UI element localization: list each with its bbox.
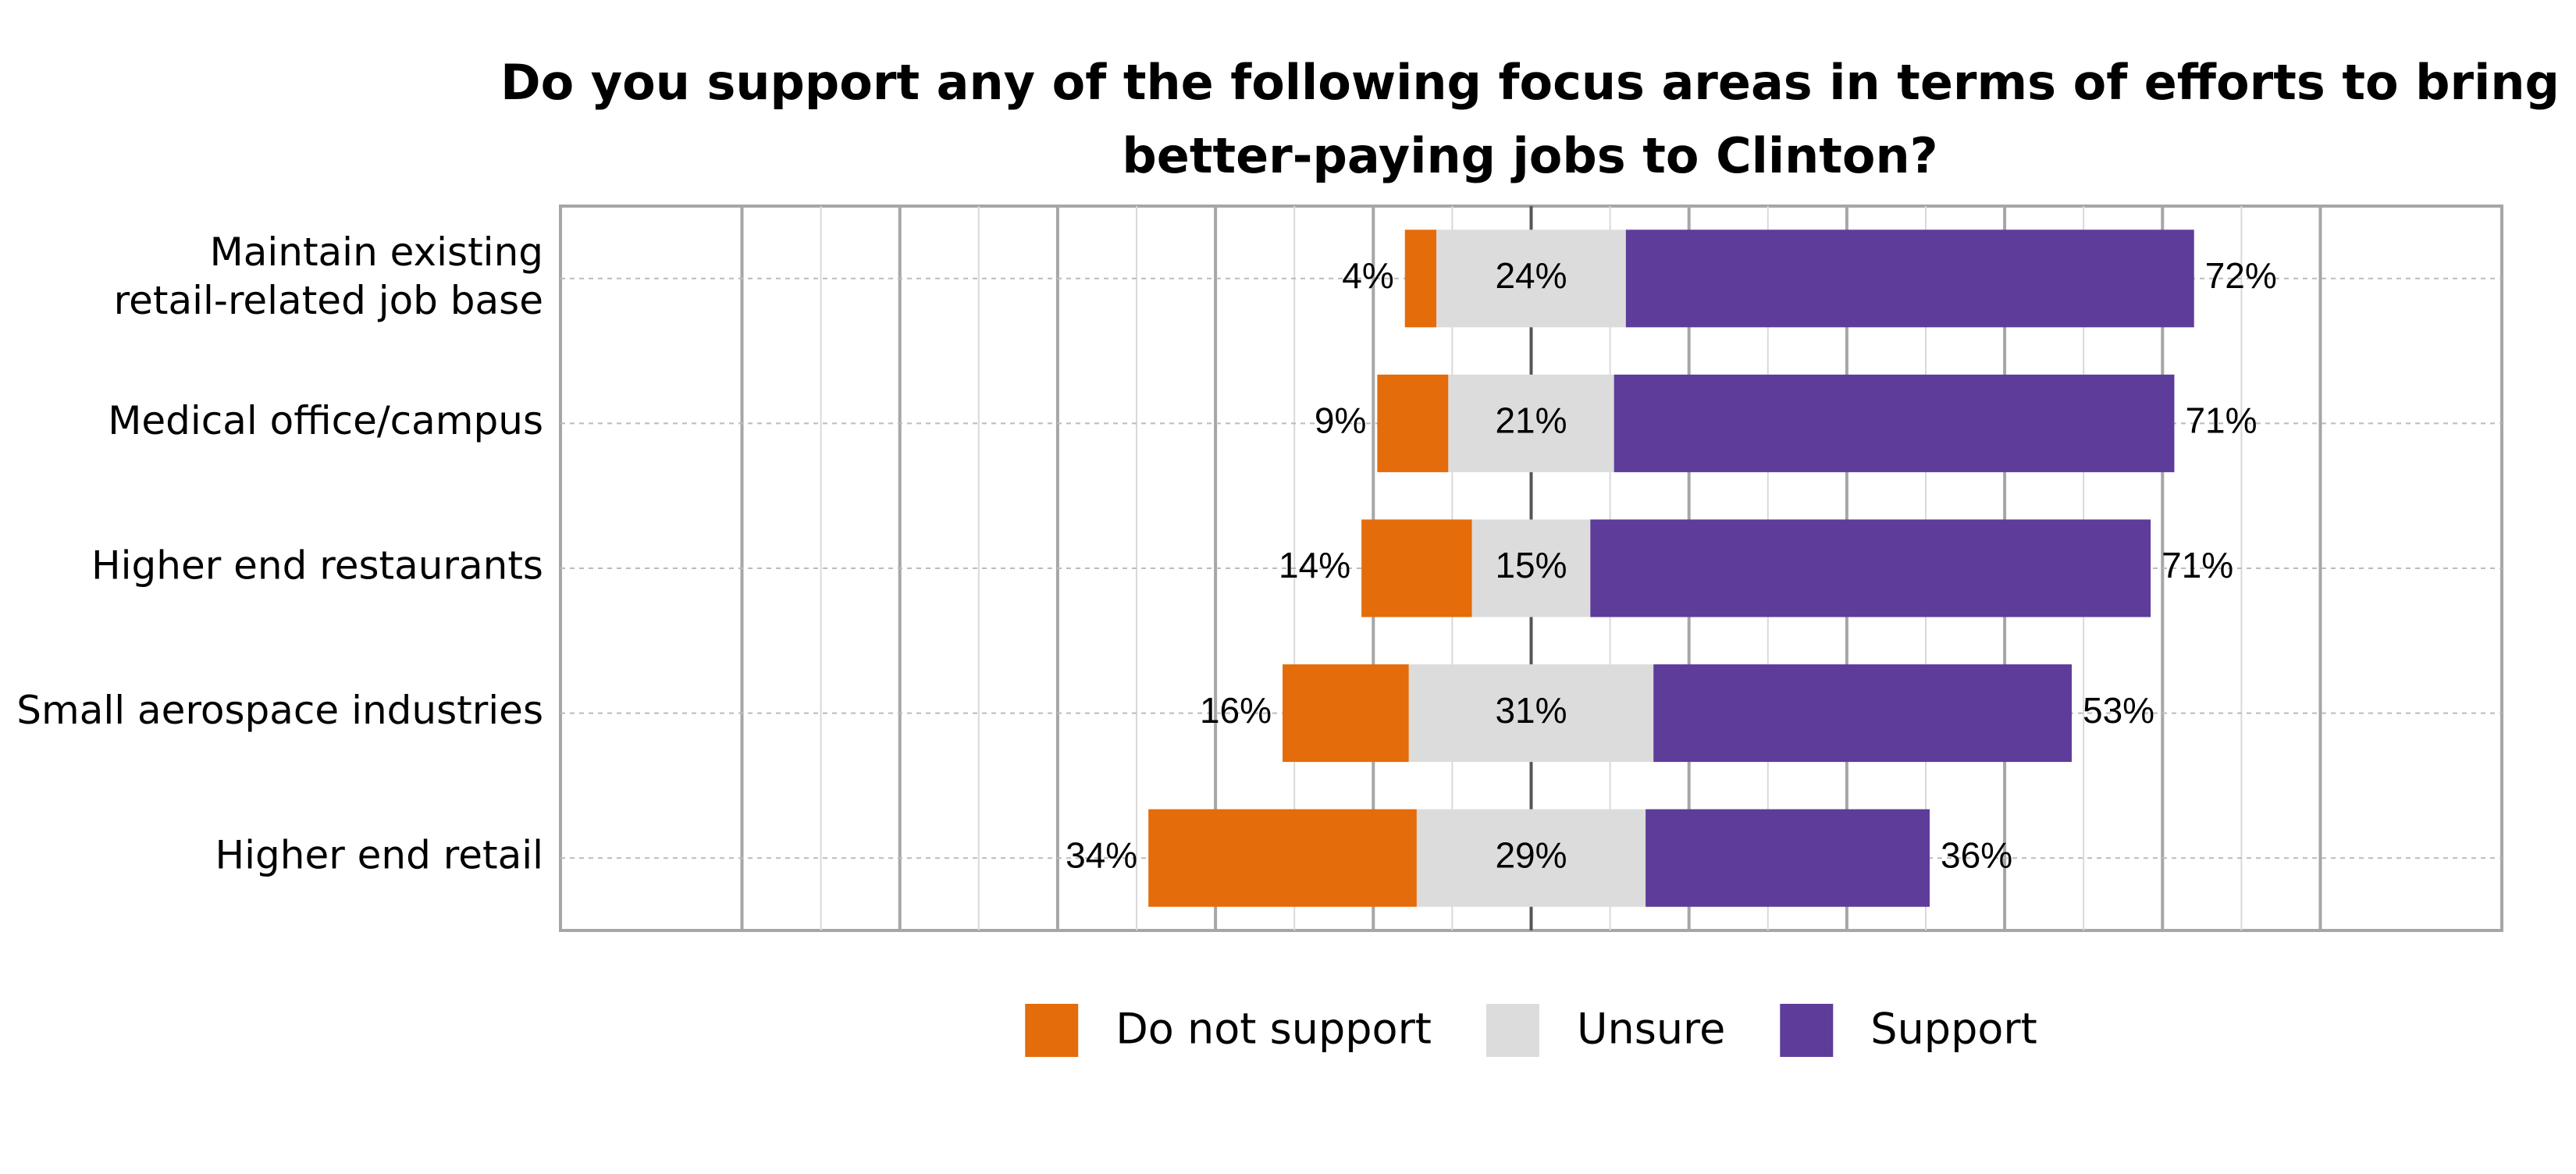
value-label: 71% bbox=[2185, 400, 2257, 441]
category-label: Maintain existing retail-related job base bbox=[114, 229, 543, 322]
value-label: 31% bbox=[1495, 690, 1567, 731]
value-label: 4% bbox=[1342, 255, 1393, 296]
legend-label: Unsure bbox=[1577, 1005, 1725, 1054]
bar-segment bbox=[1408, 664, 1654, 763]
value-label: 29% bbox=[1495, 834, 1567, 875]
bar-segment bbox=[1646, 809, 1930, 907]
legend-label: Do not support bbox=[1115, 1005, 1432, 1054]
legend-swatch bbox=[1485, 1004, 1539, 1057]
bar-segment bbox=[1404, 229, 1437, 328]
bar-segment bbox=[1614, 374, 2175, 472]
value-label: 53% bbox=[2083, 690, 2154, 731]
category-label: Higher end retail bbox=[215, 833, 543, 878]
bar-segment bbox=[1416, 809, 1646, 907]
bar-segment bbox=[1148, 809, 1417, 907]
bar-segment bbox=[1590, 519, 2151, 617]
value-label: 21% bbox=[1495, 400, 1567, 441]
bar-segment bbox=[1653, 664, 2073, 763]
bar-segment bbox=[1448, 374, 1614, 472]
legend-swatch bbox=[1025, 1004, 1079, 1057]
value-label: 15% bbox=[1495, 545, 1567, 585]
bar-segment bbox=[1625, 229, 2194, 328]
legend: Do not support Unsure Support bbox=[1025, 1004, 2037, 1057]
bar-segment bbox=[1471, 519, 1591, 617]
value-label: 9% bbox=[1315, 400, 1366, 441]
bar-segment bbox=[1283, 664, 1409, 763]
bar-segment bbox=[1436, 229, 1626, 328]
category-label: Medical office/campus bbox=[108, 398, 543, 443]
value-label: 16% bbox=[1200, 690, 1272, 731]
category-label: Small aerospace industries bbox=[16, 688, 543, 733]
value-label: 71% bbox=[2161, 545, 2233, 585]
value-label: 34% bbox=[1066, 834, 1137, 875]
value-label: 24% bbox=[1495, 255, 1567, 296]
bar-segment bbox=[1377, 374, 1449, 472]
chart-title: Do you support any of the following focu… bbox=[500, 54, 2560, 184]
value-label: 72% bbox=[2205, 255, 2277, 296]
category-label: Higher end restaurants bbox=[91, 543, 543, 589]
value-label: 14% bbox=[1279, 545, 1350, 585]
legend-swatch bbox=[1780, 1004, 1834, 1057]
value-label: 36% bbox=[1941, 834, 2012, 875]
bar-segment bbox=[1361, 519, 1472, 617]
legend-label: Support bbox=[1870, 1005, 2037, 1054]
